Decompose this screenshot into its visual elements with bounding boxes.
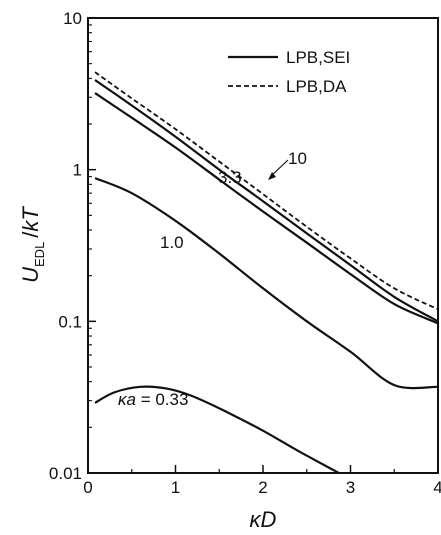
curve-label-3-3: 3.3 xyxy=(218,168,242,187)
curve-label-0-33: κa = 0.33 xyxy=(118,390,188,409)
curve-label-10-arrow-head xyxy=(268,172,276,180)
y-axis-title-u: U xyxy=(18,267,43,283)
curve-label-10: 10 xyxy=(288,149,307,168)
curves xyxy=(94,71,438,473)
y-tick-label: 10 xyxy=(63,9,82,28)
series-line-lpb-sei-2 xyxy=(94,92,438,325)
curve-label-1-0: 1.0 xyxy=(160,233,184,252)
y-axis-title-text: UEDL /kT xyxy=(18,206,47,283)
x-tick-label: 3 xyxy=(346,478,355,497)
y-tick-label: 0.1 xyxy=(58,312,82,331)
y-tick-label: 1 xyxy=(73,161,82,180)
legend: LPB,SEI LPB,DA xyxy=(228,48,350,96)
kappa-a-value: = 0.33 xyxy=(136,390,188,409)
tick-labels: 0 1 2 3 4 0.01 0.1 1 10 xyxy=(49,9,441,497)
series-line-lpb-sei-1 xyxy=(94,177,438,390)
series-line-lpb-sei-0 xyxy=(94,385,342,473)
y-axis-title: UEDL /kT xyxy=(18,206,47,283)
x-axis-title: κD xyxy=(250,507,277,532)
plot-frame xyxy=(87,17,439,474)
series-line-lpb-da xyxy=(94,71,438,311)
legend-label-sei: LPB,SEI xyxy=(286,48,350,67)
x-tick-label: 2 xyxy=(258,478,267,497)
curve-annotations: 10 3.3 1.0 κa = 0.33 xyxy=(118,149,307,409)
curve-label-10-arrow-line xyxy=(270,159,289,177)
series-line-lpb-sei-3 xyxy=(94,79,438,323)
y-axis-title-slash: / xyxy=(18,231,43,238)
x-tick-label: 1 xyxy=(171,478,180,497)
kappa-a-symbol: κa xyxy=(118,390,136,409)
x-tick-label: 0 xyxy=(83,478,92,497)
legend-label-da: LPB,DA xyxy=(286,77,347,96)
x-tick-label: 4 xyxy=(433,478,441,497)
y-axis-title-sub: EDL xyxy=(32,242,47,267)
y-tick-label: 0.01 xyxy=(49,464,82,483)
y-axis-title-kt: kT xyxy=(18,206,43,232)
